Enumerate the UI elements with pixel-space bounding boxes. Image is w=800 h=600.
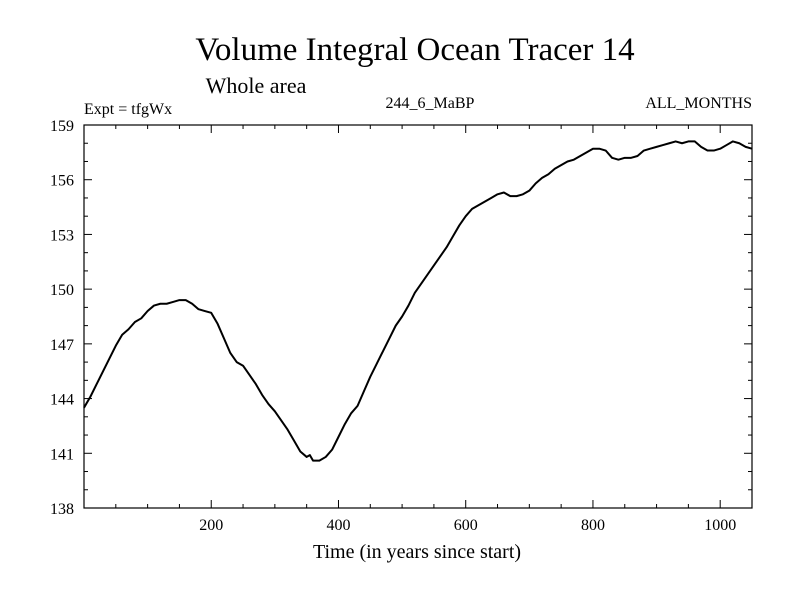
x-axis-label: Time (in years since start) (313, 541, 521, 563)
period-label: 244_6_MaBP (386, 95, 475, 112)
x-tick-label: 1000 (704, 517, 736, 534)
plot-frame (83, 124, 753, 509)
experiment-label: Expt = tfgWx (84, 101, 172, 118)
x-tick-label: 800 (581, 517, 605, 534)
chart-subtitle: Whole area (206, 73, 307, 98)
plot-area: 138 141 144 147 150 153 156 159 200 400 600 800 1000 (50, 118, 753, 534)
y-tick-label: 141 (50, 446, 74, 463)
y-tick-label: 159 (50, 118, 74, 135)
y-tick-label: 153 (50, 227, 74, 244)
y-tick-label: 144 (50, 392, 74, 409)
x-tick-label: 400 (326, 517, 350, 534)
x-tick-label: 200 (199, 517, 223, 534)
series-line-1 (83, 140, 753, 462)
y-tick-label: 150 (50, 282, 74, 299)
y-tick-label: 147 (50, 337, 74, 354)
chart-title: Volume Integral Ocean Tracer 14 (195, 32, 634, 68)
x-tick-label: 600 (454, 517, 478, 534)
y-tick-label: 156 (50, 173, 74, 190)
months-label: ALL_MONTHS (645, 95, 752, 112)
y-tick-label: 138 (50, 501, 74, 518)
